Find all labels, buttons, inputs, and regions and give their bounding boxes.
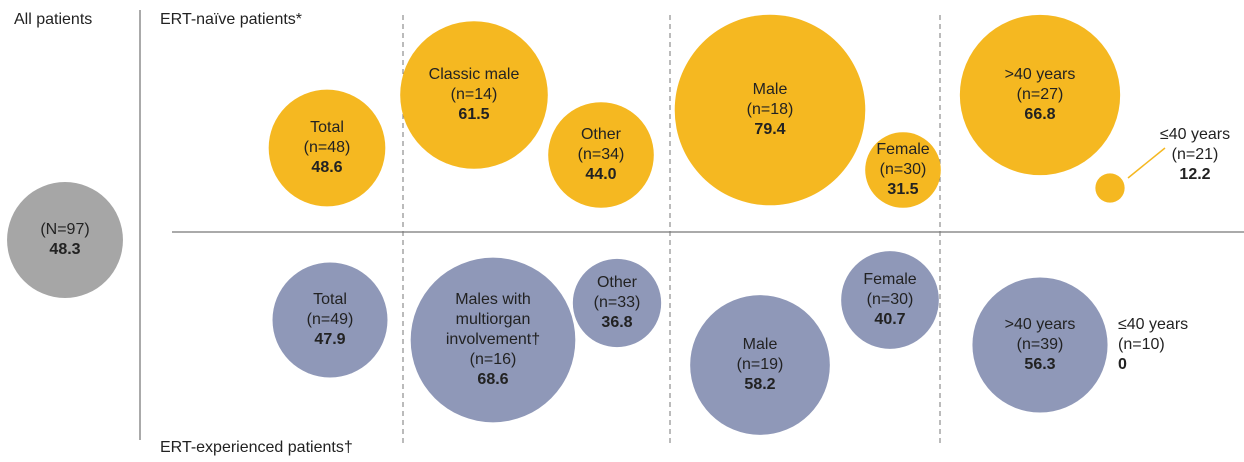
bubble-value: 48.6: [311, 159, 342, 176]
bubble-label: ≤40 years: [1160, 126, 1230, 143]
bubble-label: (n=48): [304, 139, 351, 156]
bubble-label: (n=10): [1118, 336, 1165, 353]
bubble: [865, 132, 941, 208]
bubble: [972, 277, 1108, 413]
bubble-label: involvement†: [446, 331, 540, 348]
bubble-label: Other: [581, 126, 622, 143]
bubble: [690, 295, 830, 435]
bubble-value: 61.5: [458, 106, 489, 123]
bubble-label: Male: [753, 81, 788, 98]
bubble-label: Other: [597, 274, 638, 291]
bubble: [7, 182, 123, 298]
bubble-value: 31.5: [887, 181, 918, 198]
bubble: [841, 251, 939, 349]
bubble-label: Male: [743, 336, 778, 353]
bubble-value: 56.3: [1024, 356, 1055, 373]
bubble-label: Classic male: [429, 66, 520, 83]
bubble-label: Female: [863, 271, 916, 288]
bubble: [400, 21, 548, 169]
bubble-value: 36.8: [601, 314, 632, 331]
bubble-label: (n=34): [578, 146, 625, 163]
bubble-value: 68.6: [477, 371, 508, 388]
bubble-label: (N=97): [40, 221, 89, 238]
bubble-value: 44.0: [585, 166, 616, 183]
bubble-label: (n=33): [594, 294, 641, 311]
bubble: [268, 89, 386, 207]
bubble-value: 48.3: [49, 241, 80, 258]
bubble: [548, 102, 654, 208]
bubble-label: Female: [876, 141, 929, 158]
bubble-value: 0: [1118, 356, 1127, 373]
bubble-label: >40 years: [1005, 66, 1076, 83]
connector: [1127, 147, 1166, 179]
bubble: [572, 258, 662, 348]
bubble-value: 58.2: [744, 376, 775, 393]
bubble-label: (n=18): [747, 101, 794, 118]
bubble: [272, 262, 388, 378]
bubble-label: Total: [313, 291, 347, 308]
bubble-label: (n=16): [470, 351, 517, 368]
bubble-label: (n=39): [1017, 336, 1064, 353]
bubble-value: 79.4: [754, 121, 785, 138]
experienced-title: ERT-experienced patients†: [160, 439, 353, 456]
bubble: [959, 14, 1121, 176]
bubble-label: (n=49): [307, 311, 354, 328]
bubble: [674, 14, 866, 206]
bubble-label: Total: [310, 119, 344, 136]
bubble-label: (n=14): [451, 86, 498, 103]
bubble-label: (n=19): [737, 356, 784, 373]
bubble-value: 47.9: [314, 331, 345, 348]
all-title: All patients: [14, 11, 92, 28]
bubble-label: (n=21): [1172, 146, 1219, 163]
bubble-label: (n=27): [1017, 86, 1064, 103]
bubble-value: 12.2: [1179, 166, 1210, 183]
bubble-label: Males with: [455, 291, 531, 308]
bubble-value: 66.8: [1024, 106, 1055, 123]
bubble-label: ≤40 years: [1118, 316, 1188, 333]
bubble-label: (n=30): [880, 161, 927, 178]
bubble-label: (n=30): [867, 291, 914, 308]
bubble-value: 40.7: [874, 311, 905, 328]
bubble: [410, 257, 576, 423]
bubble: [1095, 173, 1125, 203]
naive-title: ERT-naïve patients*: [160, 11, 302, 28]
bubble-label: >40 years: [1005, 316, 1076, 333]
bubble-label: multiorgan: [456, 311, 531, 328]
